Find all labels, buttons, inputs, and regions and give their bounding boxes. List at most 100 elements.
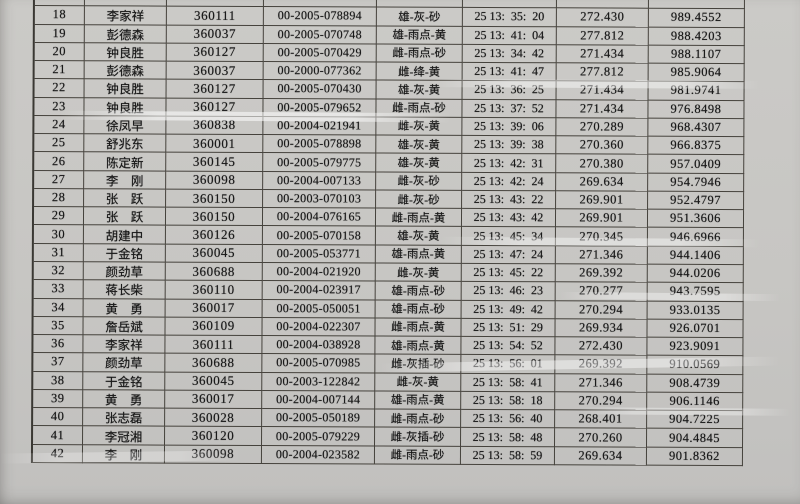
table-cell: 雌-灰插-砂 <box>375 354 462 374</box>
table-cell: 42 <box>32 444 84 464</box>
table-cell: 00-2005-050189 <box>262 409 376 428</box>
table-cell: 雄-灰-砂 <box>376 7 463 27</box>
table-cell: 952.4797 <box>648 191 745 211</box>
table-cell: 雄-雨点-黄 <box>375 391 462 410</box>
table-cell: 904.7225 <box>647 410 744 430</box>
table-cell: 00-2005-070430 <box>263 80 377 100</box>
table-cell: 360028 <box>165 408 263 428</box>
table-cell: 20 <box>34 42 85 62</box>
table-cell: 269.392 <box>555 355 648 375</box>
table-cell: 25 13: 46: 23 <box>461 282 556 301</box>
table-cell: 26 <box>34 152 85 171</box>
table-cell: 25 13: 58: 48 <box>461 428 556 447</box>
table-cell: 黄 勇 <box>83 390 166 409</box>
table-cell: 360126 <box>165 226 263 245</box>
table-cell: 271.434 <box>556 45 649 64</box>
table-cell: 360001 <box>166 134 264 154</box>
table-cell: 雄-灰-黄 <box>376 135 463 155</box>
table-cell: 269.901 <box>555 209 649 229</box>
table-cell: 雄-灰-黄 <box>375 226 462 246</box>
table-cell: 00-2004-038928 <box>262 336 376 355</box>
table-cell: 雌-雨点-砂 <box>375 409 462 429</box>
table-cell: 360688 <box>165 262 263 282</box>
table-cell: 30 <box>33 225 84 244</box>
table-cell: 00-2004-076165 <box>262 208 377 227</box>
table-cell: 25 13: 56: 40 <box>461 409 556 429</box>
table-cell: 25 13: 54: 52 <box>461 336 556 356</box>
table-cell: 360109 <box>165 317 263 337</box>
table-cell: 00-2005-079652 <box>263 98 377 118</box>
table-cell: 269.392 <box>555 264 648 283</box>
table-cell: 于金铭 <box>83 243 166 263</box>
table-cell: 00-2004-021920 <box>262 262 376 282</box>
table-cell: 22 <box>34 79 85 98</box>
table-cell: 00-2005-079229 <box>262 427 376 447</box>
table-cell: 360688 <box>165 353 263 373</box>
table-cell: 25 13: 47: 24 <box>461 245 556 265</box>
table-cell: 25 13: 43: 42 <box>461 209 557 228</box>
table-cell-cutoff <box>556 0 649 9</box>
table-cell: 901.8362 <box>646 447 744 467</box>
table-cell: 951.3606 <box>647 209 745 229</box>
table-cell: 271.346 <box>555 246 648 265</box>
table-cell: 雄-雨点-黄 <box>376 26 463 45</box>
table-cell: 00-2005-070429 <box>263 43 377 63</box>
table-cell: 雌-灰-黄 <box>375 373 462 392</box>
table-cell: 00-2005-070158 <box>262 226 376 246</box>
table-cell: 雌-雨点-黄 <box>375 318 462 337</box>
table-cell: 雌-灰-砂 <box>376 190 463 210</box>
table-cell: 彭德森 <box>84 24 167 44</box>
table-cell: 25 13: 36: 25 <box>462 81 557 100</box>
table-cell: 943.7595 <box>647 282 744 302</box>
table-cell: 张 跃 <box>83 207 167 227</box>
table-cell: 271.346 <box>555 373 648 393</box>
table-cell: 985.9064 <box>648 63 745 83</box>
table-cell: 00-2005-070985 <box>262 354 376 374</box>
table-cell: 360145 <box>166 152 264 172</box>
table-cell: 269.634 <box>554 446 648 466</box>
table-cell: 29 <box>33 207 85 226</box>
table-cell: 966.8375 <box>648 136 745 156</box>
table-cell-cutoff <box>648 0 745 10</box>
table-cell: 360017 <box>165 299 263 318</box>
table-cell: 360838 <box>166 116 264 136</box>
table-cell: 360120 <box>165 426 263 446</box>
table-cell: 926.0701 <box>647 319 744 339</box>
table-cell: 360045 <box>165 244 263 263</box>
table-cell: 39 <box>33 389 84 409</box>
table-cell: 雌-灰-砂 <box>376 172 463 191</box>
table-cell: 00-2003-122842 <box>262 372 376 392</box>
table-cell: 彭德森 <box>84 61 167 80</box>
table-cell: 272.430 <box>555 337 648 356</box>
table-cell: 雄-雨点-黄 <box>375 245 462 264</box>
table-cell: 360098 <box>164 445 263 464</box>
table-cell: 00-2005-078898 <box>263 135 377 154</box>
table-cell: 270.277 <box>555 282 648 302</box>
table-cell: 269.634 <box>556 172 649 192</box>
table-cell: 270.345 <box>555 227 648 247</box>
table-cell: 25 13: 45: 34 <box>461 227 556 247</box>
table-cell: 雌-灰-黄 <box>375 263 462 283</box>
table-cell: 944.0206 <box>647 264 744 284</box>
table-cell: 25 13: 41: 04 <box>462 26 557 46</box>
table-cell: 35 <box>33 316 84 336</box>
table-cell: 906.1146 <box>647 392 744 412</box>
table-cell: 270.294 <box>555 300 648 320</box>
table-cell: 41 <box>33 426 84 445</box>
table-cell: 00-2005-078894 <box>263 7 377 27</box>
table-cell: 968.4307 <box>648 118 745 138</box>
table-cell: 25 13: 39: 38 <box>462 135 557 155</box>
table-cell: 32 <box>33 261 84 281</box>
table-cell: 00-2004-007133 <box>263 171 377 191</box>
table-cell: 李家祥 <box>84 6 167 26</box>
table-cell: 00-2005-053771 <box>262 244 376 264</box>
table-cell: 25 13: 37: 52 <box>462 99 557 119</box>
table-cell: 25 13: 42: 31 <box>462 154 557 173</box>
table-cell: 944.1406 <box>647 246 744 266</box>
table-cell: 00-2003-070103 <box>263 189 377 209</box>
table-cell: 272.430 <box>556 8 649 28</box>
table-cell: 25 13: 51: 29 <box>461 318 556 338</box>
table-cell: 36 <box>33 335 84 354</box>
table-cell: 雄-雨点-砂 <box>375 281 462 301</box>
table-cell: 18 <box>34 6 85 25</box>
